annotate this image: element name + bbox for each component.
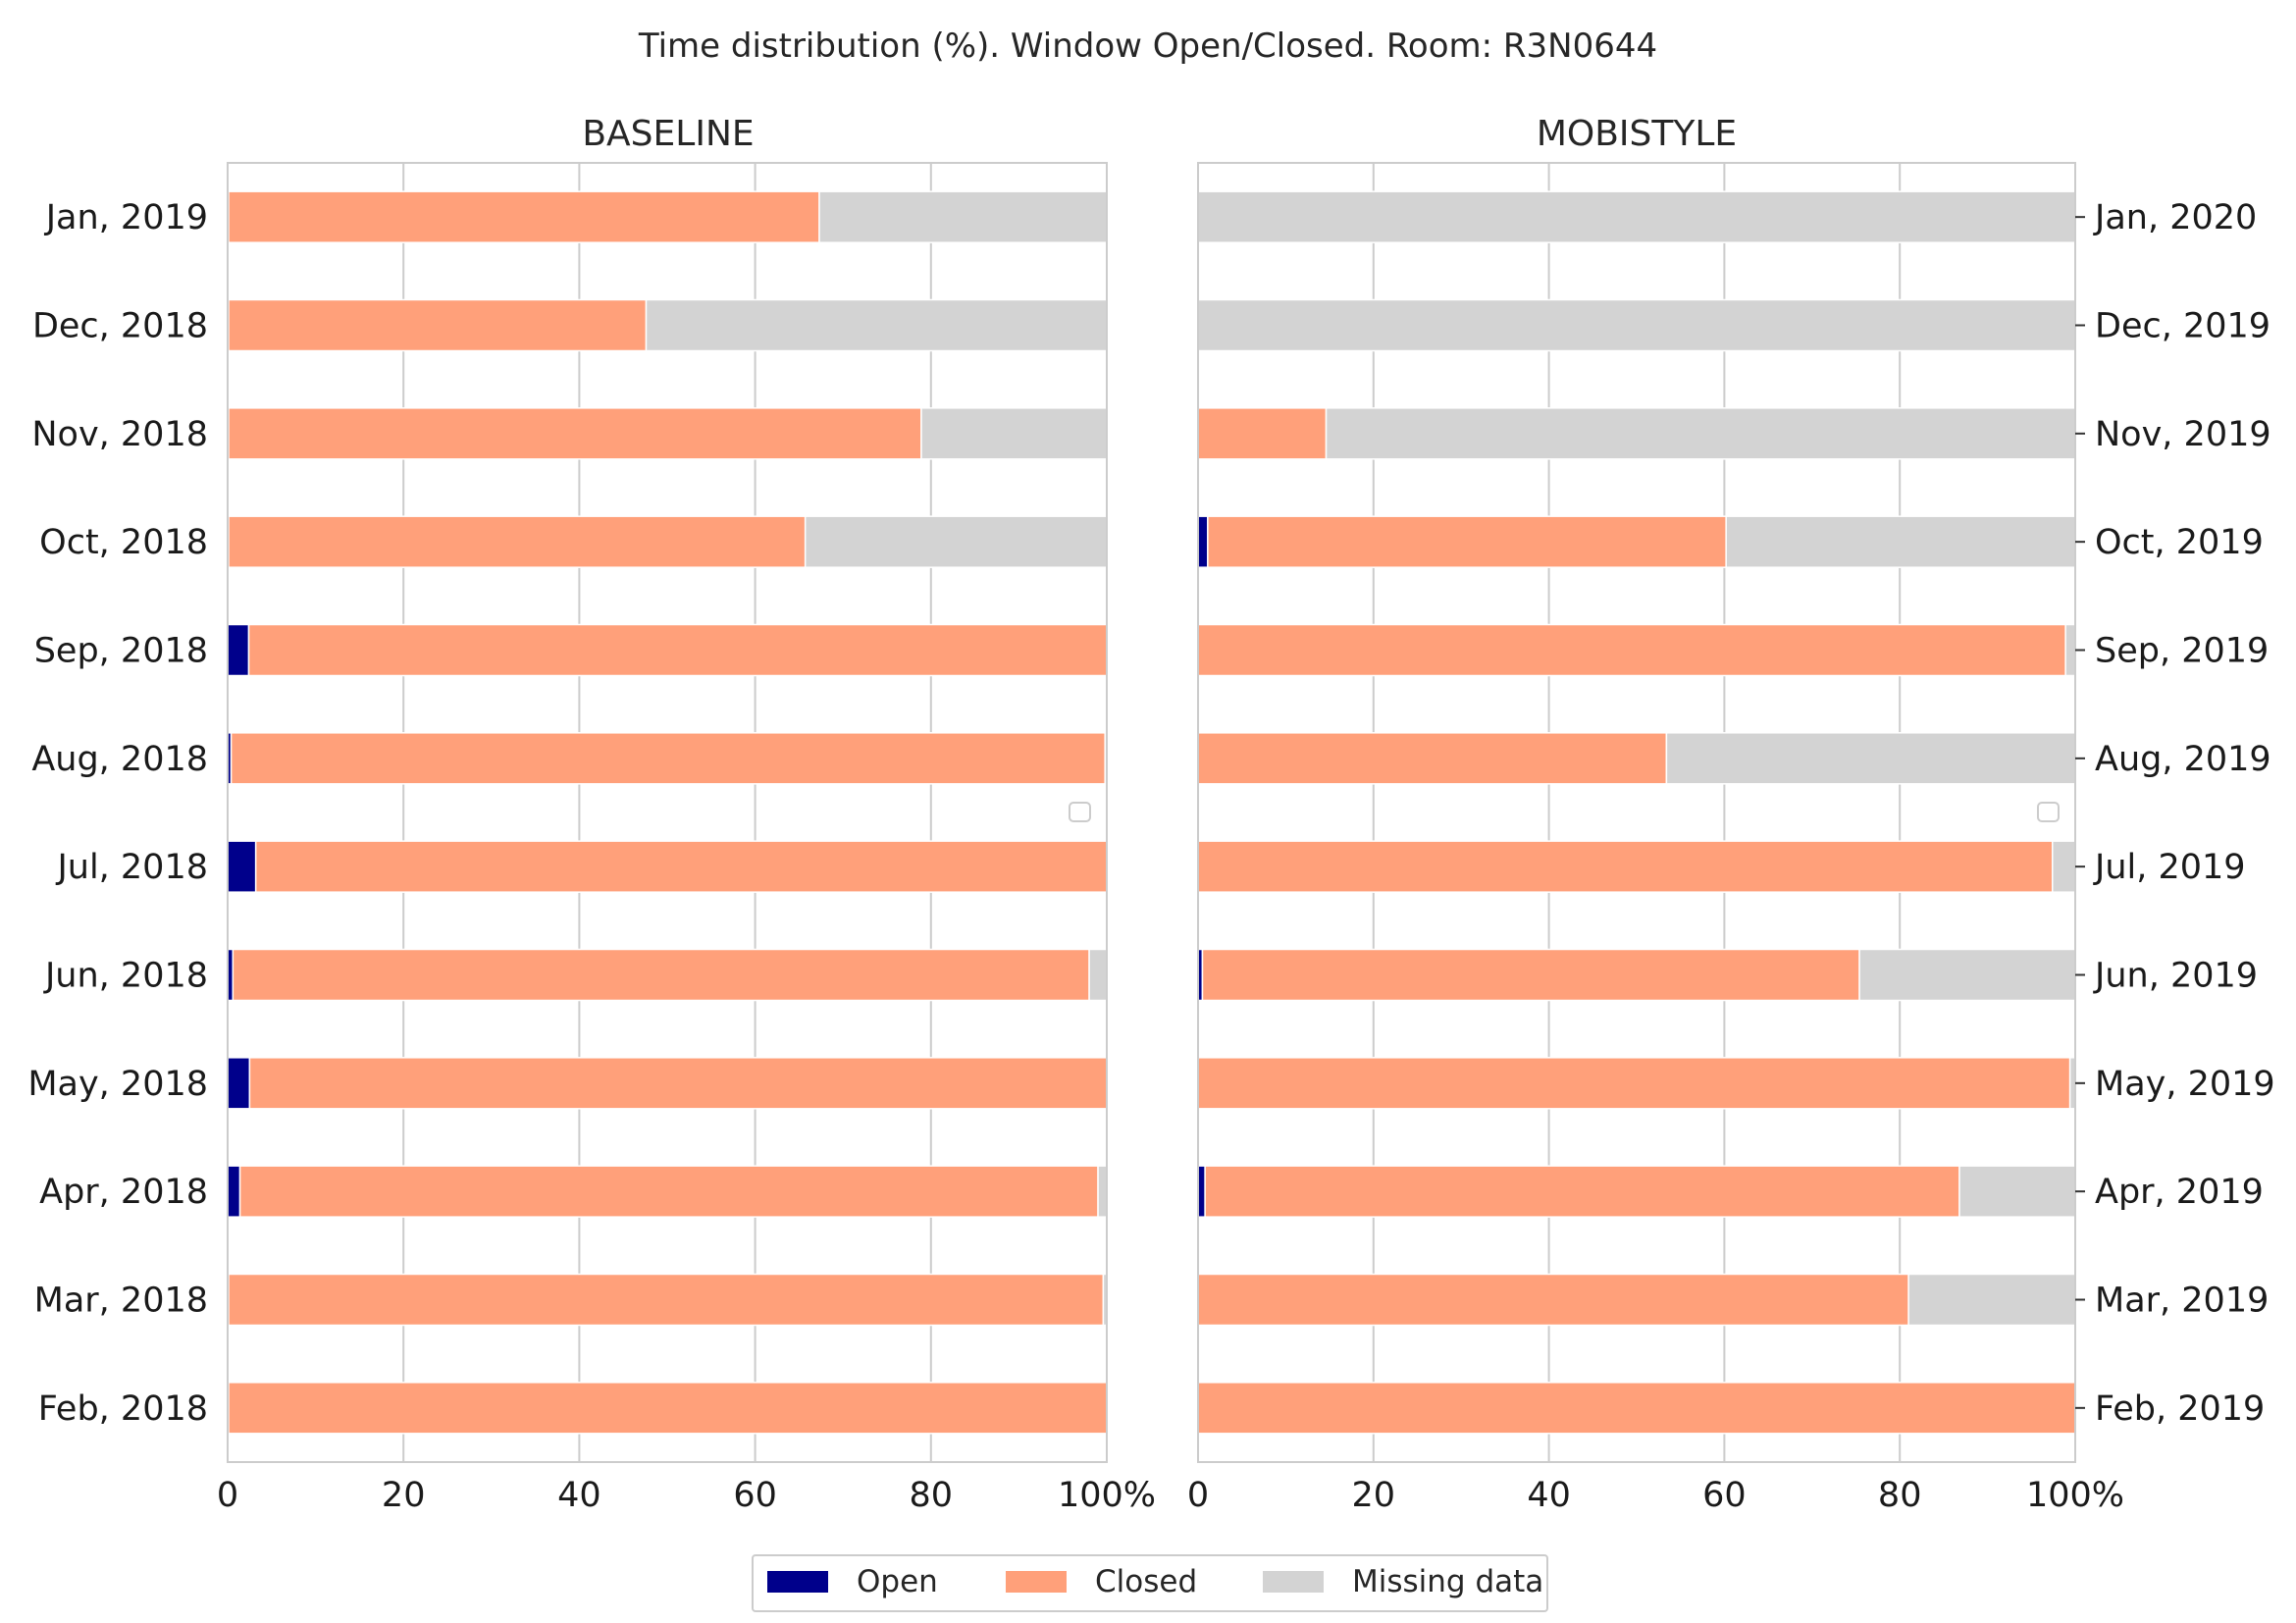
baseline-xtick-label: 0: [217, 1476, 238, 1515]
baseline-bar-open-sep-2018: [227, 623, 250, 677]
baseline-bar-missing-data-jan-2019: [818, 190, 1108, 243]
baseline-xtick-label: 80: [910, 1476, 954, 1515]
baseline-bar-closed-aug-2018: [230, 732, 1106, 785]
mobistyle-xtick-label: 100%: [2026, 1476, 2124, 1515]
baseline-bar-closed-apr-2018: [238, 1165, 1099, 1218]
mobistyle-empty-legend-marker: [2037, 802, 2060, 822]
mobistyle-bar-open-apr-2019: [1197, 1165, 1206, 1218]
baseline-bar-closed-jul-2018: [254, 840, 1108, 893]
baseline-bar-missing-data-apr-2018: [1097, 1165, 1108, 1218]
baseline-bar-closed-oct-2018: [228, 515, 807, 568]
baseline-ytick-label: Oct, 2018: [39, 523, 208, 562]
mobistyle-ytick-label: Jun, 2019: [2093, 957, 2258, 996]
mobistyle-ytick-label: Mar, 2019: [2095, 1282, 2269, 1321]
baseline-ytick-label: Aug, 2018: [31, 740, 208, 779]
mobistyle-ytick-label: Oct, 2019: [2095, 523, 2264, 562]
baseline-ytick-label: Mar, 2018: [34, 1282, 208, 1321]
baseline-bar-open-apr-2018: [227, 1165, 241, 1218]
legend-label-open: Open: [857, 1564, 938, 1599]
baseline-bar-missing-data-jun-2018: [1088, 948, 1108, 1002]
baseline-bar-closed-mar-2018: [228, 1273, 1105, 1327]
baseline-bar-missing-data-oct-2018: [804, 515, 1108, 568]
mobistyle-bar-missing-data-jul-2019: [2052, 840, 2076, 893]
mobistyle-bar-missing-data-aug-2019: [1665, 732, 2076, 785]
mobistyle-bar-closed-mar-2019: [1197, 1273, 1909, 1327]
mobistyle-ytick-label: Dec, 2019: [2095, 307, 2270, 346]
mobistyle-ytick-label: Jul, 2019: [2093, 848, 2246, 887]
baseline-bar-closed-sep-2018: [247, 623, 1108, 677]
baseline-panel: BASELINE 0 20 40 60 80 100% Feb, 2018 Mar, 2018…: [27, 114, 1156, 1515]
mobistyle-ytick-label: Feb, 2019: [2095, 1389, 2265, 1429]
mobistyle-panel: MOBISTYLE 0 20 40 60 80 100% Feb, 2019 Mar, 201…: [1187, 114, 2275, 1515]
mobistyle-xtick-label: 40: [1527, 1476, 1571, 1515]
mobistyle-ytick-label: Jan, 2020: [2093, 198, 2257, 237]
baseline-bar-closed-may-2018: [248, 1057, 1108, 1110]
baseline-panel-title: BASELINE: [582, 114, 754, 154]
mobistyle-ytick-label: Aug, 2019: [2095, 740, 2271, 779]
baseline-bar-closed-jan-2019: [228, 190, 820, 243]
baseline-xtick-label: 100%: [1058, 1476, 1156, 1515]
figure-title: Time distribution (%). Window Open/Close…: [638, 26, 1657, 66]
baseline-ytick-label: Sep, 2018: [34, 632, 208, 671]
mobistyle-bar-closed-oct-2019: [1207, 515, 1727, 568]
mobistyle-axes-frame: [1197, 162, 2076, 1463]
legend-swatch-open: [767, 1571, 828, 1593]
mobistyle-ytick-label: Nov, 2019: [2095, 415, 2271, 454]
mobistyle-ytick-label: May, 2019: [2095, 1065, 2275, 1104]
mobistyle-panel-title: MOBISTYLE: [1537, 114, 1737, 154]
baseline-axes-frame: [227, 162, 1108, 1463]
baseline-ytick-label: Jun, 2018: [43, 957, 208, 996]
mobistyle-bar-closed-jun-2019: [1201, 948, 1860, 1002]
legend-label-closed: Closed: [1095, 1564, 1197, 1599]
baseline-ytick-label: Jul, 2018: [55, 848, 208, 887]
mobistyle-bar-missing-data-mar-2019: [1907, 1273, 2076, 1327]
legend-box: [752, 1554, 1548, 1612]
baseline-ytick-label: Dec, 2018: [32, 307, 208, 346]
baseline-bar-missing-data-nov-2018: [920, 407, 1108, 460]
baseline-ytick-label: May, 2018: [27, 1065, 208, 1104]
mobistyle-bar-closed-may-2019: [1197, 1057, 2071, 1110]
mobistyle-xtick-label: 0: [1187, 1476, 1209, 1515]
baseline-xtick-label: 20: [382, 1476, 426, 1515]
mobistyle-bar-closed-apr-2019: [1204, 1165, 1960, 1218]
baseline-bar-missing-data-dec-2018: [645, 298, 1108, 352]
baseline-xtick-label: 40: [557, 1476, 601, 1515]
baseline-bar-closed-jun-2018: [232, 948, 1090, 1002]
legend-label-missing-data: Missing data: [1352, 1564, 1543, 1599]
mobistyle-xtick-label: 80: [1878, 1476, 1922, 1515]
baseline-bar-closed-dec-2018: [228, 298, 648, 352]
legend-swatch-missing-data: [1263, 1571, 1324, 1593]
baseline-bar-open-jul-2018: [227, 840, 257, 893]
mobistyle-bar-closed-jul-2019: [1197, 840, 2054, 893]
mobistyle-bar-missing-data-apr-2019: [1958, 1165, 2076, 1218]
mobistyle-bar-closed-feb-2019: [1197, 1382, 2076, 1435]
baseline-ytick-label: Nov, 2018: [31, 415, 208, 454]
mobistyle-bar-closed-sep-2019: [1197, 623, 2066, 677]
legend: Open Closed Missing data: [752, 1554, 1548, 1612]
mobistyle-xtick-label: 20: [1352, 1476, 1396, 1515]
mobistyle-bar-missing-data-jan-2020: [1197, 190, 2076, 243]
mobistyle-bar-closed-aug-2019: [1197, 732, 1668, 785]
baseline-xtick-label: 60: [733, 1476, 777, 1515]
mobistyle-bar-missing-data-jun-2019: [1858, 948, 2076, 1002]
mobistyle-bar-open-oct-2019: [1197, 515, 1209, 568]
baseline-bar-open-may-2018: [227, 1057, 251, 1110]
mobistyle-bar-missing-data-dec-2019: [1197, 298, 2076, 352]
mobistyle-bar-missing-data-oct-2019: [1725, 515, 2076, 568]
baseline-bar-closed-feb-2018: [228, 1382, 1108, 1435]
mobistyle-ytick-label: Apr, 2019: [2095, 1173, 2264, 1212]
mobistyle-xtick-label: 60: [1702, 1476, 1747, 1515]
baseline-bar-closed-nov-2018: [228, 407, 922, 460]
legend-swatch-closed: [1006, 1571, 1067, 1593]
baseline-empty-legend-marker: [1069, 802, 1091, 822]
mobistyle-bar-missing-data-nov-2019: [1325, 407, 2076, 460]
mobistyle-ytick-label: Sep, 2019: [2095, 632, 2269, 671]
baseline-ytick-label: Feb, 2018: [38, 1389, 208, 1429]
mobistyle-bar-missing-data-sep-2019: [2064, 623, 2076, 677]
mobistyle-bar-closed-nov-2019: [1197, 407, 1328, 460]
baseline-ytick-label: Apr, 2018: [39, 1173, 208, 1212]
baseline-ytick-label: Jan, 2019: [44, 198, 208, 237]
